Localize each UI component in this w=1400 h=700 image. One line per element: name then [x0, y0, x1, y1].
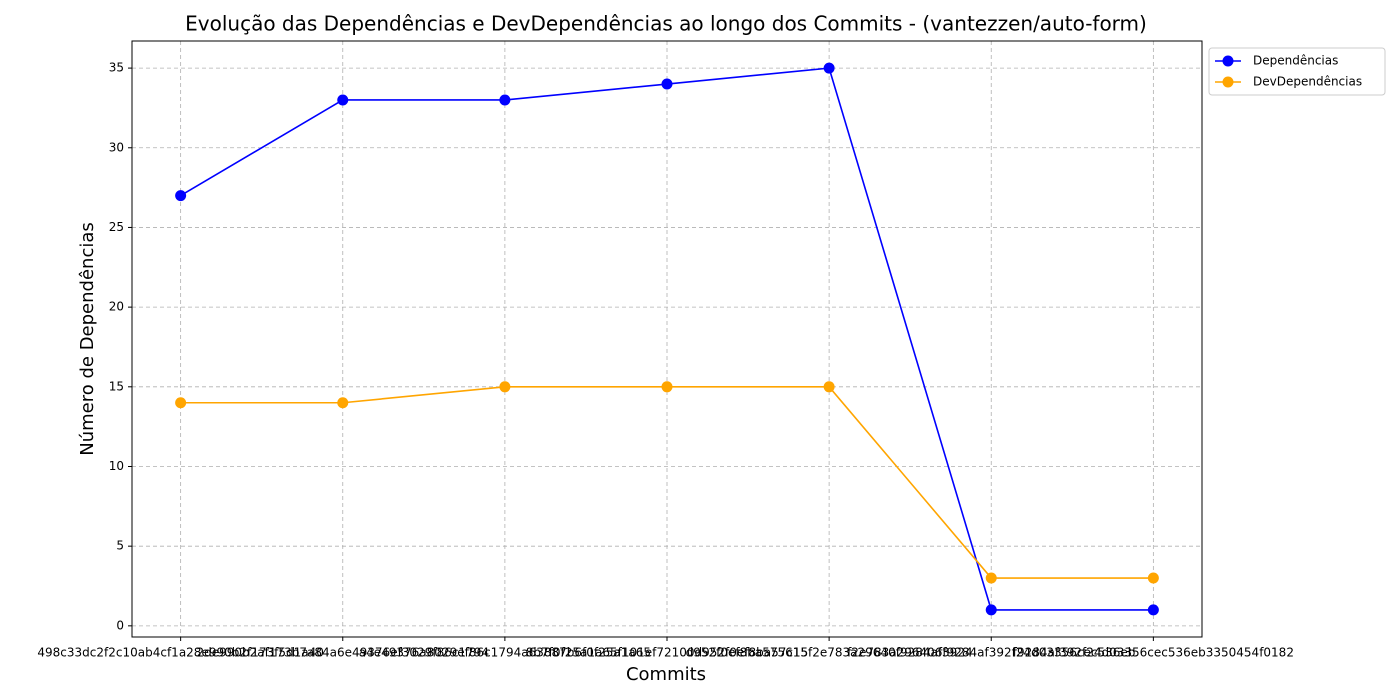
y-tick-label: 10 [109, 459, 124, 473]
y-axis-label: Número de Dependências [77, 222, 98, 456]
marker [337, 397, 349, 409]
legend-box [1208, 47, 1386, 96]
y-tick-label: 30 [109, 140, 124, 154]
marker [823, 381, 835, 393]
legend-marker [1222, 76, 1234, 88]
marker [661, 78, 673, 90]
x-tick-label: d952f0ef8ba575615f2e783a29640f9284af3924 [686, 646, 973, 660]
x-tick-label: f2e783a296406f9284af392f24d03356cec536eb [847, 646, 1135, 660]
x-tick-label: 498c33dc2f2c10ab4cf1a28e990b2f173f5d1a40 [37, 646, 323, 660]
x-tick-label: 8b7f0f25a1a65f101ef72100d952f0ef8ba57c15 [526, 646, 809, 660]
legend-label: Dependências [1253, 54, 1338, 68]
marker [175, 190, 187, 202]
marker [175, 397, 187, 409]
marker [1147, 572, 1159, 584]
marker [337, 94, 349, 106]
y-tick-label: 0 [116, 618, 124, 632]
plot-frame [131, 40, 1203, 638]
marker [1147, 604, 1159, 616]
x-tick-label: f9284af392f24d03356cec536eb3350454f0182 [1013, 646, 1294, 660]
marker [985, 572, 997, 584]
x-axis-label: Commits [626, 664, 706, 685]
marker [985, 604, 997, 616]
legend-label: DevDependências [1253, 75, 1362, 89]
x-tick-label: 2de990b2af173b7a84a6e49376ef3029f86c1794 [197, 646, 489, 660]
y-tick-label: 20 [109, 300, 124, 314]
marker [661, 381, 673, 393]
chart-title: Evolução das Dependências e DevDependênc… [185, 12, 1147, 36]
marker [499, 94, 511, 106]
x-tick-label: a4e49376a8029ef86c1794a63887b6f0f25a1a65 [359, 646, 651, 660]
legend-marker [1222, 55, 1234, 67]
y-tick-label: 25 [109, 220, 124, 234]
y-tick-label: 5 [116, 539, 124, 553]
y-tick-label: 15 [109, 379, 124, 393]
y-tick-label: 35 [109, 61, 124, 75]
marker [823, 62, 835, 74]
marker [499, 381, 511, 393]
